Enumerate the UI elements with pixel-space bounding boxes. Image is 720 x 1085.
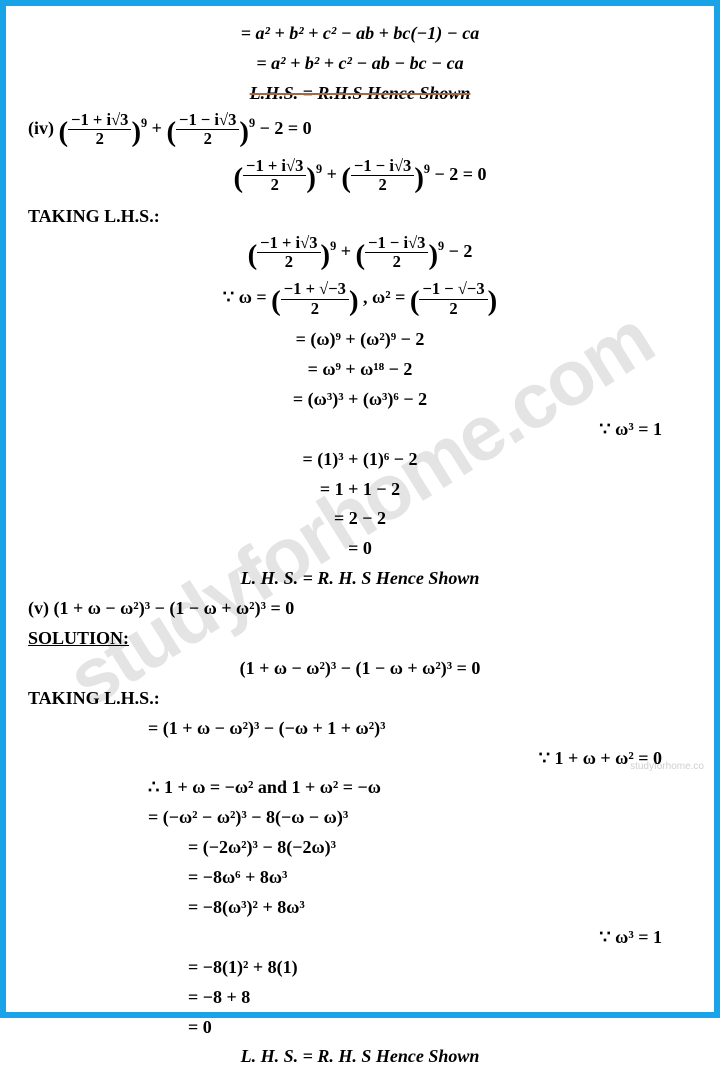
taking-lhs-heading-2: TAKING L.H.S.: (28, 685, 692, 713)
frac-den: 2 (419, 300, 487, 318)
problem-iv: (iv) (−1 + i√32)9 + (−1 − i√32)9 − 2 = 0 (28, 110, 692, 155)
document-page: = a² + b² + c² − ab + bc(−1) − ca = a² +… (6, 6, 714, 1085)
solution-heading: SOLUTION: (28, 625, 692, 653)
note-omega3-2: ∵ ω³ = 1 (28, 924, 692, 952)
step-14: = 0 (28, 535, 692, 563)
step-18: ∴ 1 + ω = −ω² and 1 + ω² = −ω (28, 774, 692, 802)
step-19: = (−ω² − ω²)³ − 8(−ω − ω)³ (28, 804, 692, 832)
frac-den: 2 (243, 176, 306, 194)
step-11: = (1)³ + (1)⁶ − 2 (28, 446, 692, 474)
frac-num: −1 + i√3 (257, 234, 320, 253)
omega-mid: , ω² = (363, 287, 410, 307)
frac-den: 2 (365, 253, 428, 271)
taking-lhs-heading: TAKING L.H.S.: (28, 203, 692, 231)
omega-def: ∵ ω = (−1 + √−32) , ω² = (−1 − √−32) (28, 279, 692, 324)
exp: 9 (141, 115, 147, 129)
note-sum-zero: ∵ 1 + ω + ω² = 0 (28, 745, 692, 773)
step-8: = (ω)⁹ + (ω²)⁹ − 2 (28, 326, 692, 354)
lhs-rhs-shown-struck: L.H.S. = R.H.S Hence Shown (28, 80, 692, 108)
exp: 9 (330, 239, 336, 253)
frac-den: 2 (281, 300, 349, 318)
frac-num: −1 − i√3 (351, 157, 414, 176)
exp: 9 (424, 162, 430, 176)
frac-num: −1 − i√3 (176, 111, 239, 130)
frac-den: 2 (257, 253, 320, 271)
eq-line-2: = a² + b² + c² − ab − bc − ca (28, 50, 692, 78)
step-24: = −8 + 8 (28, 984, 692, 1012)
iv-label: (iv) (28, 117, 59, 137)
tail: − 2 (449, 241, 473, 261)
step-21: = −8ω⁶ + 8ω³ (28, 864, 692, 892)
step-10: = (ω³)³ + (ω³)⁶ − 2 (28, 386, 692, 414)
exp: 9 (249, 115, 255, 129)
step-9: = ω⁹ + ω¹⁸ − 2 (28, 356, 692, 384)
frac-den: 2 (68, 130, 131, 148)
step-17: = (1 + ω − ω²)³ − (−ω + 1 + ω²)³ (28, 715, 692, 743)
plus: + (152, 117, 167, 137)
frac-num: −1 + i√3 (68, 111, 131, 130)
frac-num: −1 − i√3 (365, 234, 428, 253)
eq-line-1: = a² + b² + c² − ab + bc(−1) − ca (28, 20, 692, 48)
step-22: = −8(ω³)² + 8ω³ (28, 894, 692, 922)
frac-num: −1 + √−3 (281, 280, 349, 299)
problem-iv-restated: (−1 + i√32)9 + (−1 − i√32)9 − 2 = 0 (28, 156, 692, 201)
plus: + (327, 164, 342, 184)
v-restated: (1 + ω − ω²)³ − (1 − ω + ω²)³ = 0 (28, 655, 692, 683)
frac-den: 2 (176, 130, 239, 148)
tail: − 2 = 0 (435, 164, 487, 184)
lhs-rhs-shown-2: L. H. S. = R. H. S Hence Shown (28, 1043, 692, 1071)
omega-pre: ∵ ω = (223, 287, 271, 307)
problem-v: (v) (1 + ω − ω²)³ − (1 − ω + ω²)³ = 0 (28, 595, 692, 623)
step-12: = 1 + 1 − 2 (28, 476, 692, 504)
frac-den: 2 (351, 176, 414, 194)
plus: + (341, 241, 356, 261)
frac-num: −1 − √−3 (419, 280, 487, 299)
tail: − 2 = 0 (260, 117, 312, 137)
step-23: = −8(1)² + 8(1) (28, 954, 692, 982)
lhs-rhs-shown-1: L. H. S. = R. H. S Hence Shown (28, 565, 692, 593)
step-20: = (−2ω²)³ − 8(−2ω)³ (28, 834, 692, 862)
frac-num: −1 + i√3 (243, 157, 306, 176)
lhs-expr-1: (−1 + i√32)9 + (−1 − i√32)9 − 2 (28, 233, 692, 278)
exp: 9 (438, 239, 444, 253)
exp: 9 (316, 162, 322, 176)
step-13: = 2 − 2 (28, 505, 692, 533)
note-omega3-1: ∵ ω³ = 1 (28, 416, 692, 444)
